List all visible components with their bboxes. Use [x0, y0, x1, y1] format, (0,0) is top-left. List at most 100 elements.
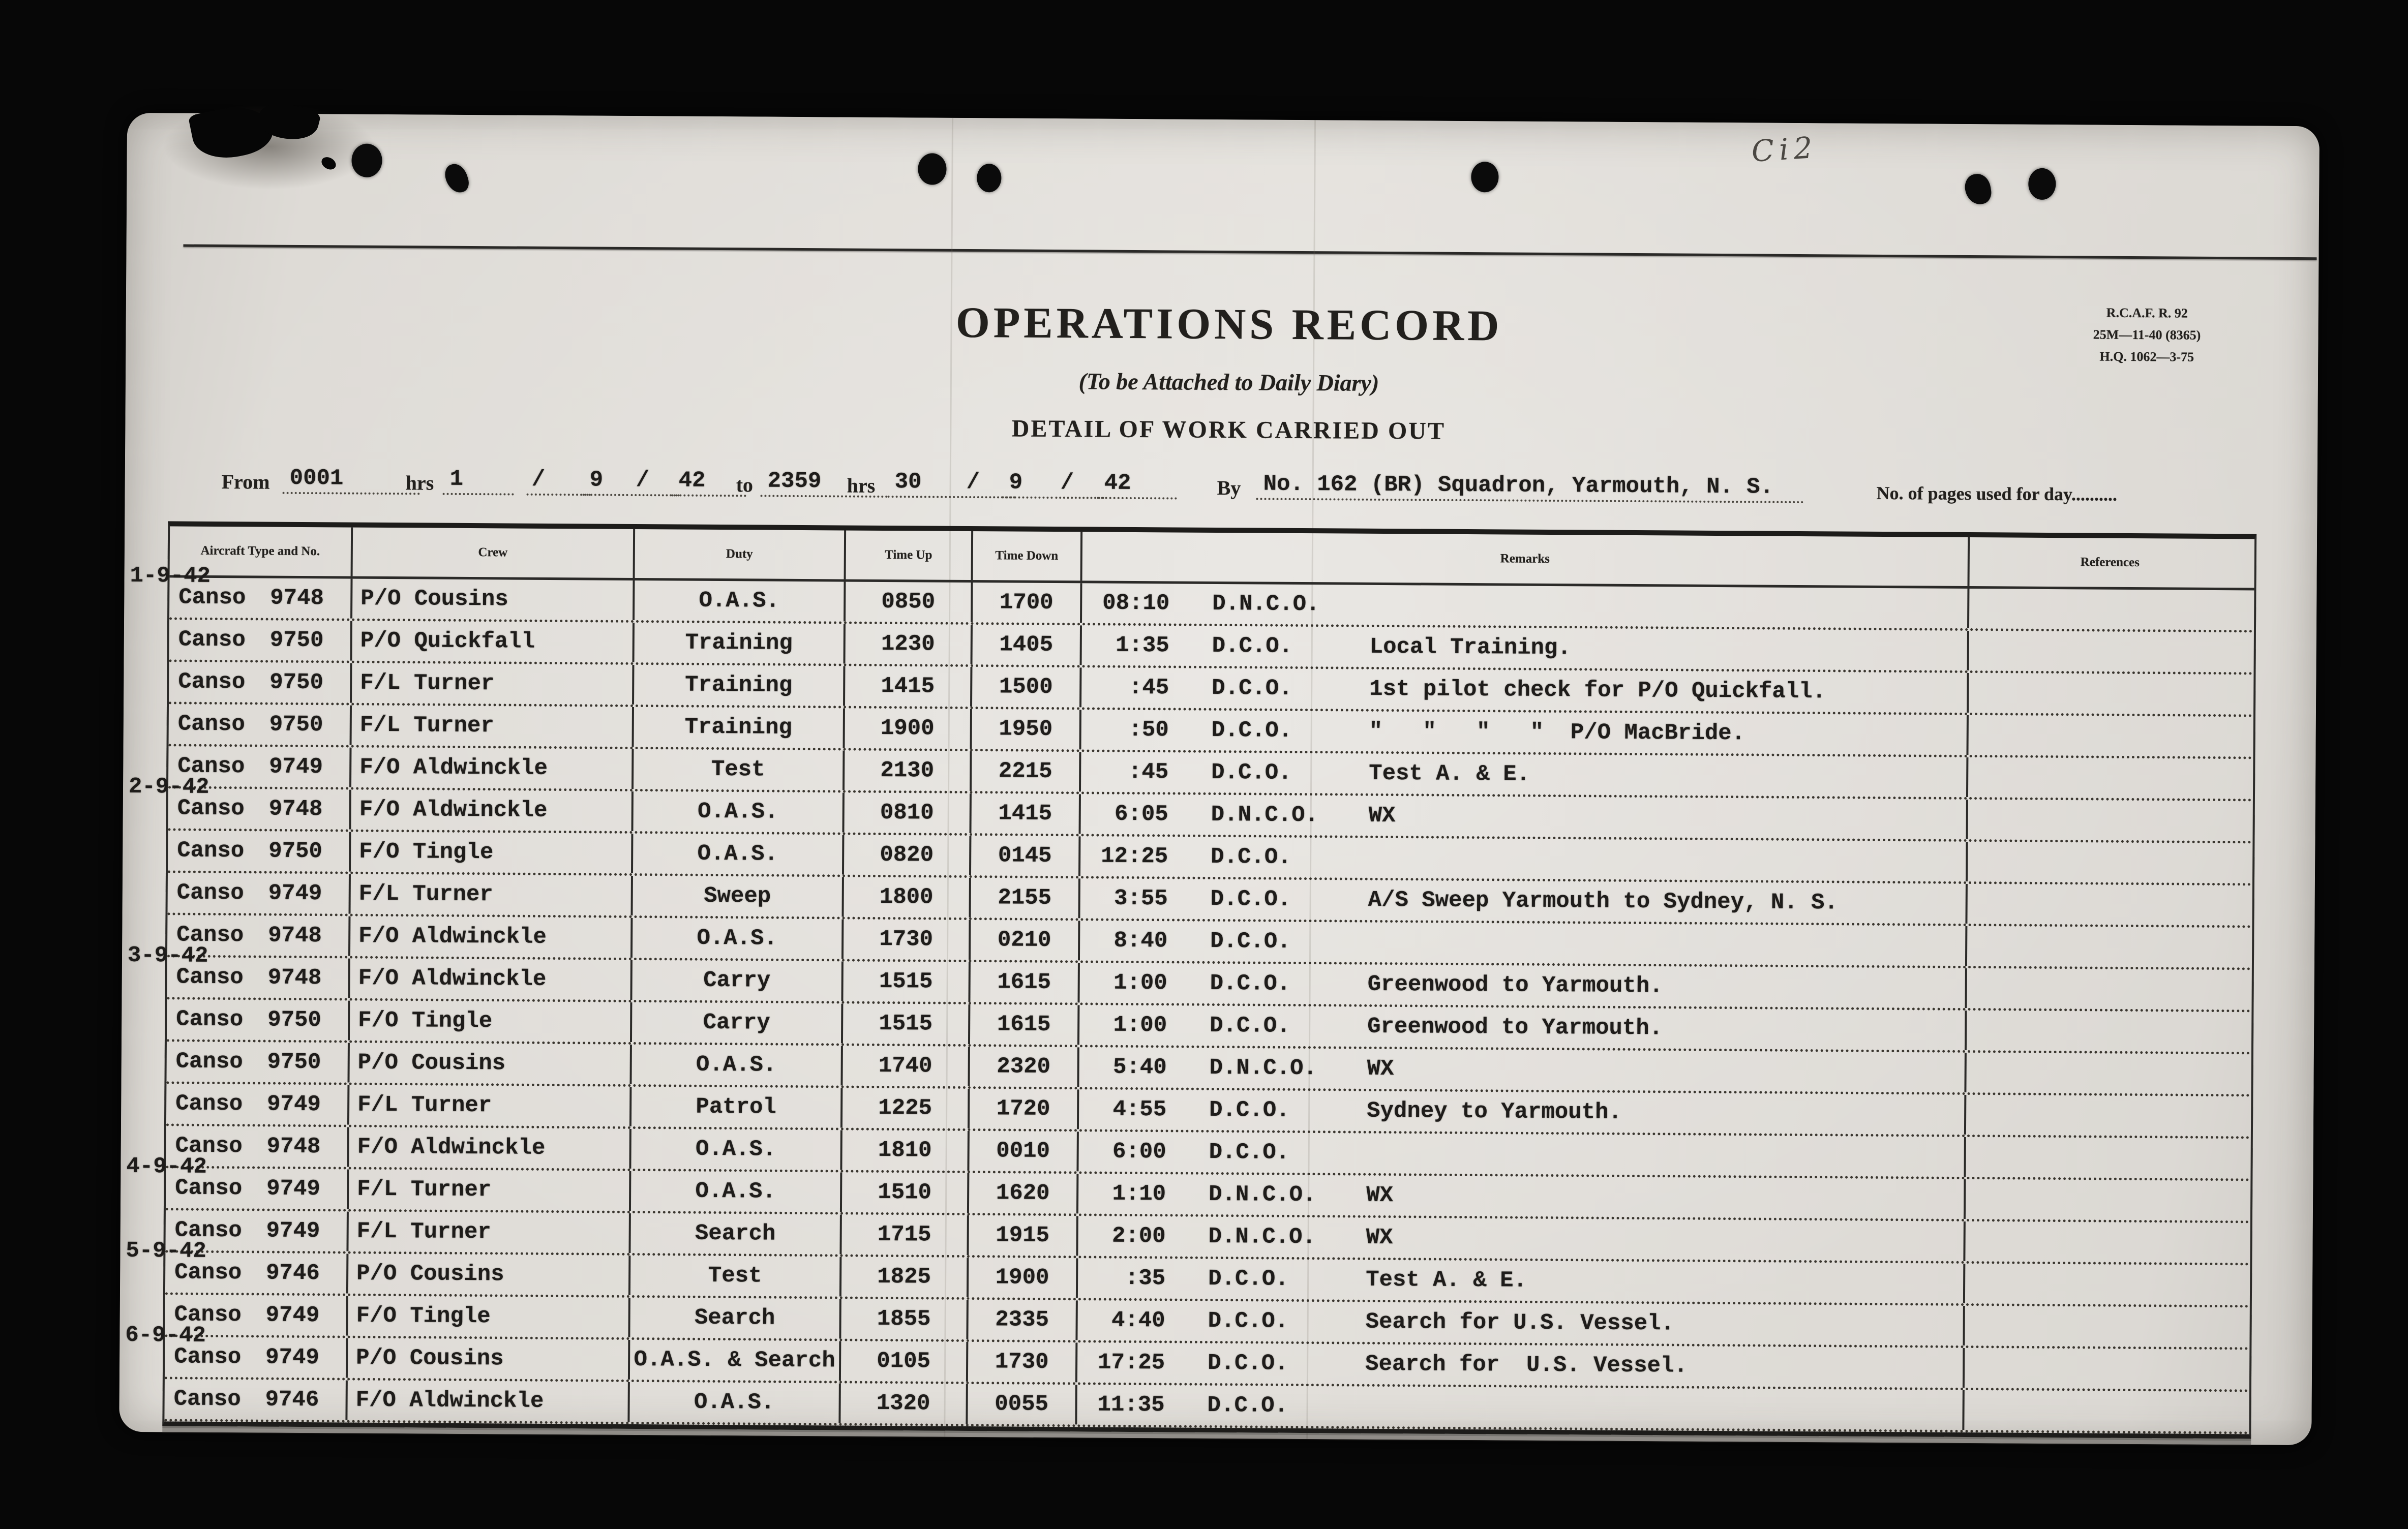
cell-time-up: 1740: [842, 1046, 970, 1087]
time-down-value: 1700: [999, 590, 1054, 616]
duty-value: O.A.S.: [697, 841, 778, 867]
time-down-value: 1900: [995, 1265, 1049, 1291]
aircraft-number: 9749: [265, 1344, 319, 1371]
crew-name: F/O Aldwinckle: [358, 923, 547, 950]
aircraft-number: 9750: [267, 1007, 322, 1033]
aircraft-number: 9749: [268, 880, 322, 907]
cell-time-up: 1900: [845, 708, 972, 749]
remark-text: Local Training.: [1369, 634, 1571, 661]
aircraft-number: 9749: [267, 1091, 321, 1118]
cell-duty: Training: [634, 664, 846, 706]
result-code: D.N.C.O.: [1211, 802, 1319, 829]
punch-hole: [351, 143, 382, 177]
to-year-value: 42: [1097, 470, 1177, 500]
time-up-value: 1510: [878, 1179, 932, 1206]
aircraft-number: 9748: [270, 585, 324, 611]
date-group-label: 3-9-42: [127, 942, 208, 969]
date-group-label: 5-9-42: [126, 1238, 207, 1264]
cell-time-down: 1720: [969, 1089, 1079, 1129]
flight-duration: 1:00: [1113, 970, 1167, 996]
cell-time-up: 1320: [840, 1383, 968, 1424]
remark-text: WX: [1366, 1182, 1394, 1209]
cell-duty: Training: [634, 707, 845, 748]
time-down-value: 0145: [998, 843, 1052, 869]
flight-duration: 6:00: [1112, 1139, 1166, 1165]
time-down-value: 1915: [996, 1222, 1050, 1248]
cell-aircraft: Canso 9750: [169, 662, 352, 703]
cell-crew: F/O Aldwinckle: [347, 1380, 630, 1422]
aircraft-number: 9749: [266, 1176, 321, 1202]
time-up-value: 0810: [880, 800, 934, 826]
col-header-time-down: Time Down: [973, 531, 1083, 581]
cell-time-up: 1855: [841, 1299, 969, 1340]
cell-remarks: 1:35 D.C.O. Local Training.: [1081, 625, 1969, 671]
time-up-value: 0105: [877, 1348, 931, 1374]
cell-duty: Patrol: [631, 1086, 843, 1128]
aircraft-number: 9750: [269, 712, 323, 738]
duty-value: O.A.S.: [696, 1052, 777, 1078]
cell-crew: F/O Aldwinckle: [351, 789, 634, 831]
cell-aircraft: Canso 9750: [166, 1042, 350, 1083]
cell-references: [1965, 1306, 2245, 1347]
cell-time-down: 0210: [970, 920, 1080, 961]
time-down-value: 1615: [997, 969, 1051, 996]
aircraft-type: Canso: [178, 627, 246, 653]
duty-value: O.A.S.: [699, 588, 780, 614]
cell-duty: O.A.S.: [631, 1044, 843, 1086]
crew-name: P/O Cousins: [360, 586, 508, 613]
punch-hole: [977, 164, 1002, 193]
duty-value: Training: [685, 630, 793, 656]
cell-duty: O.A.S.: [635, 580, 846, 622]
result-code: D.C.O.: [1207, 1350, 1288, 1377]
punch-hole: [1471, 162, 1499, 193]
time-down-value: 1620: [996, 1180, 1050, 1207]
remark-text: " " " " P/O MacBride.: [1369, 718, 1745, 747]
cell-duty: O.A.S.: [632, 918, 844, 959]
crew-name: F/O Aldwinckle: [358, 965, 547, 992]
cell-remarks: :35 D.C.O. Test A. & E.: [1077, 1258, 1966, 1304]
cell-duty: O.A.S. & Search: [629, 1339, 841, 1381]
cell-time-up: 0850: [846, 582, 973, 623]
cell-aircraft: Canso 9750: [169, 620, 353, 661]
crew-name: F/O Tingle: [359, 839, 494, 866]
time-down-value: 0055: [995, 1391, 1049, 1417]
crew-name: F/O Aldwinckle: [359, 797, 548, 823]
cell-time-up: 1825: [841, 1257, 969, 1298]
cell-duty: Carry: [632, 960, 844, 1001]
flight-duration: 17:25: [1097, 1350, 1165, 1376]
cell-references: [1968, 842, 2248, 883]
date-group-label: 1-9-42: [130, 563, 211, 589]
cell-duty: Test: [630, 1255, 842, 1297]
time-up-value: 1800: [879, 884, 934, 910]
flight-duration: 1:00: [1113, 1012, 1167, 1038]
cell-time-down: 1730: [968, 1342, 1078, 1383]
flight-duration: :45: [1128, 675, 1169, 701]
flight-duration: :35: [1125, 1265, 1166, 1292]
flight-duration: 5:40: [1112, 1054, 1167, 1081]
cell-remarks: 12:25 D.C.O.: [1080, 836, 1968, 882]
crew-name: P/O Quickfall: [360, 628, 535, 655]
cell-remarks: :50 D.C.O. " " " " P/O MacBride.: [1081, 710, 1969, 755]
aircraft-number: 9746: [266, 1260, 320, 1287]
cell-duty: O.A.S.: [630, 1171, 842, 1212]
cell-duty: O.A.S.: [629, 1382, 841, 1423]
cell-remarks: :45 D.C.O. Test A. & E.: [1080, 752, 1969, 798]
cell-duty: Sweep: [633, 875, 844, 917]
aircraft-number: 9749: [269, 754, 323, 780]
cell-crew: P/O Cousins: [347, 1338, 630, 1380]
date-group: 2-9-42 Canso 9748 F/O Aldwinckle O.A.S. …: [129, 774, 2253, 970]
cell-remarks: 6:05 D.N.C.O. WX: [1080, 794, 1968, 840]
date-group: 6-9-42 Canso 9749 P/O Cousins O.A.S. & S…: [125, 1323, 2250, 1434]
cell-references: [1966, 1095, 2247, 1136]
remark-text: Test A. & E.: [1369, 760, 1530, 787]
cell-references: [1968, 757, 2249, 799]
flight-duration: 4:55: [1112, 1096, 1167, 1123]
col-header-crew: Crew: [352, 527, 636, 578]
pages-used-label: No. of pages used for day..........: [1876, 482, 2118, 505]
cell-remarks: 1:00 D.C.O. Greenwood to Yarmouth.: [1079, 963, 1967, 1008]
cell-duty: O.A.S.: [631, 1128, 842, 1170]
duty-value: Training: [684, 714, 793, 741]
cell-crew: P/O Quickfall: [352, 621, 635, 662]
result-code: D.C.O.: [1210, 928, 1291, 955]
